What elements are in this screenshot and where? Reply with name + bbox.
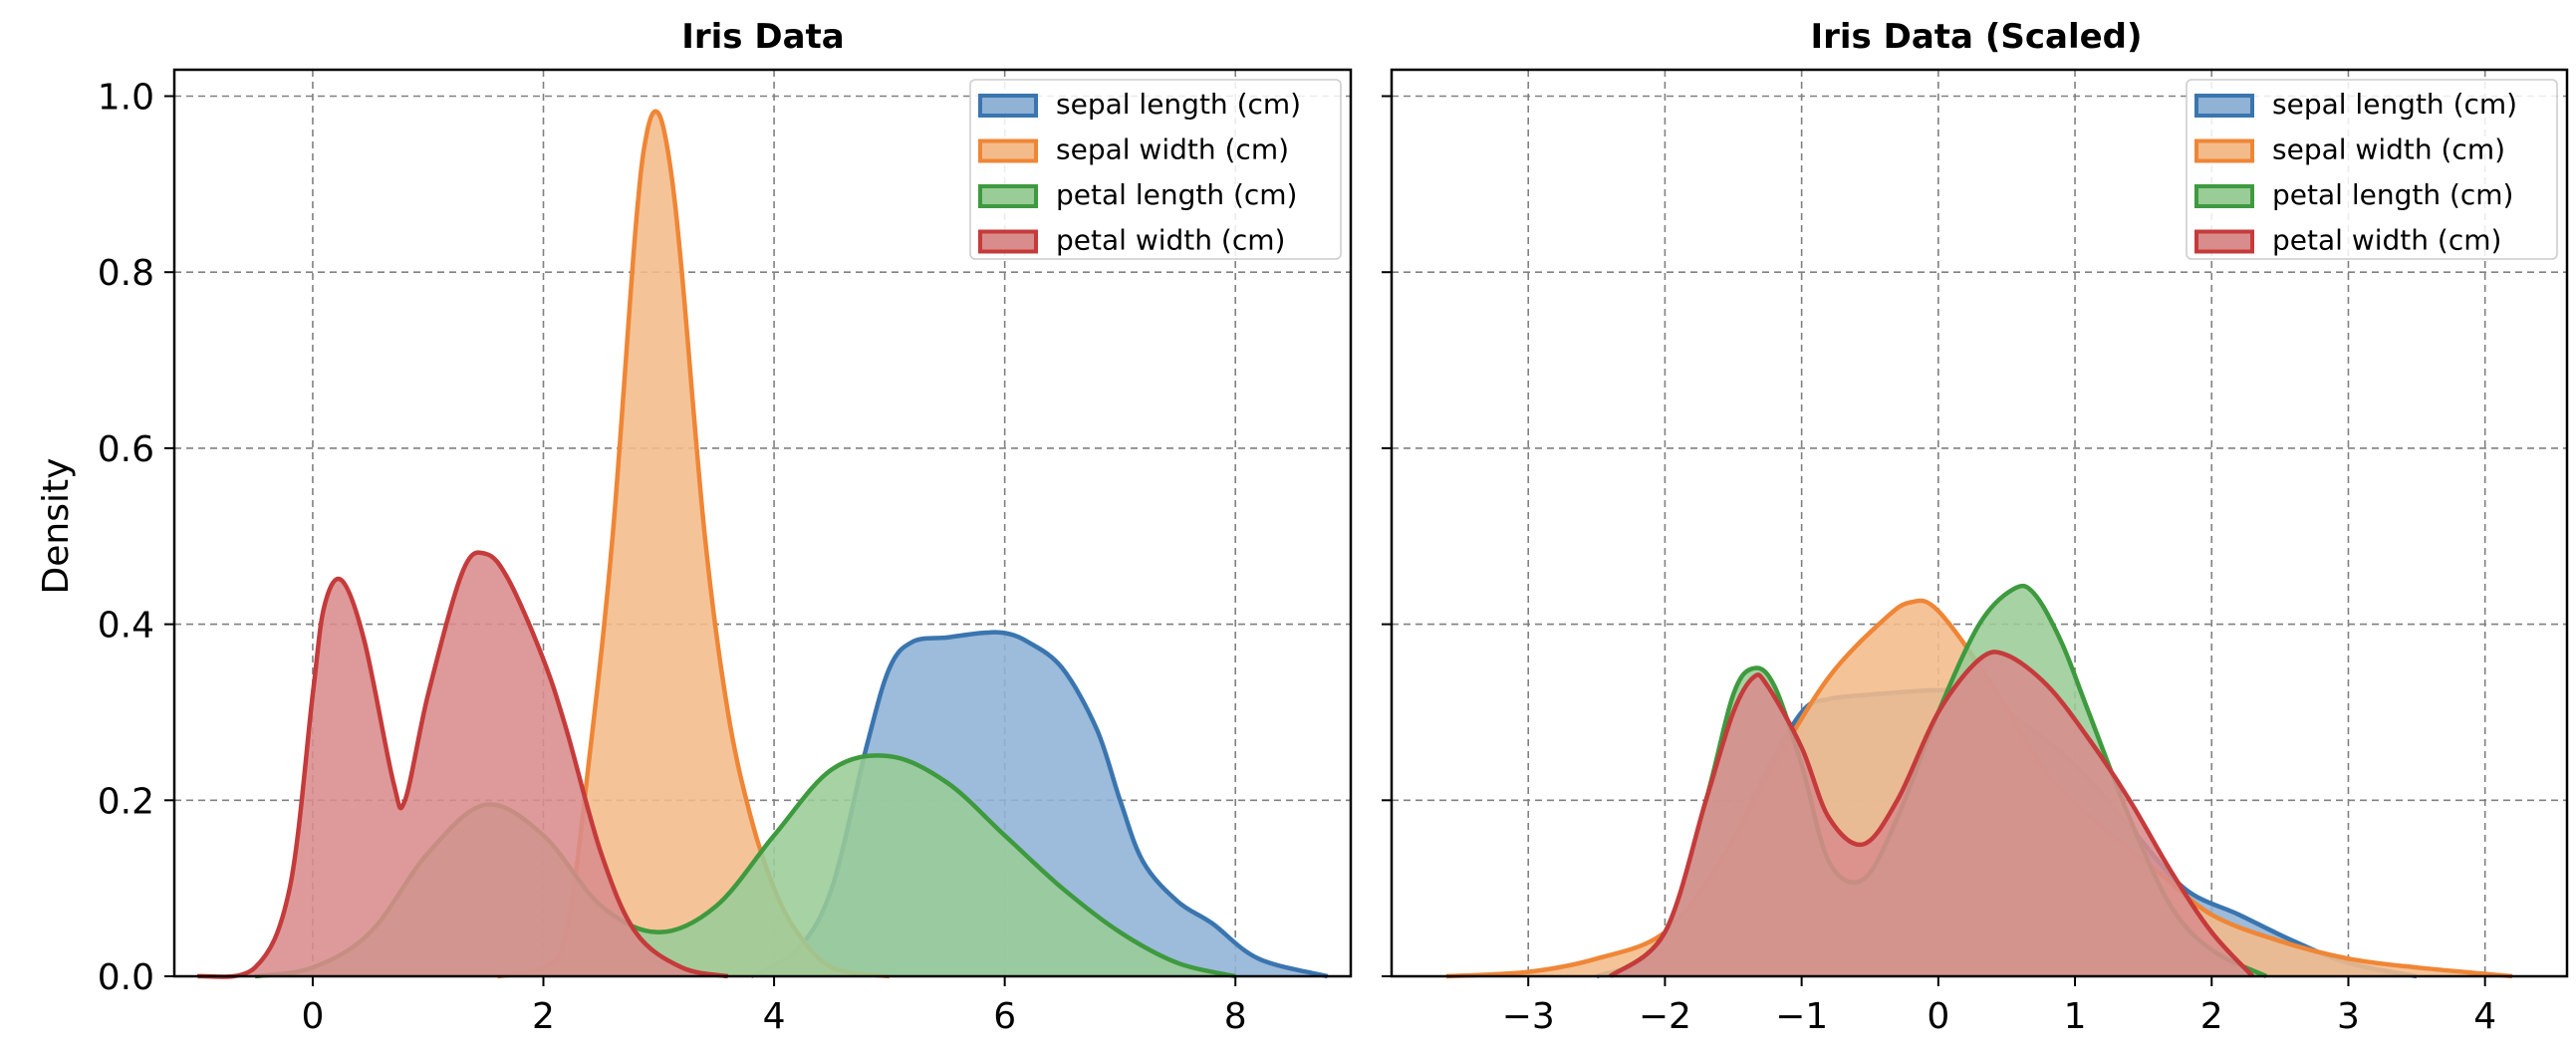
density-line-4	[196, 550, 729, 979]
right-plot-frame	[1390, 68, 2569, 978]
x-tick-label: 3	[2337, 996, 2360, 1037]
density-area-4	[197, 552, 728, 977]
right-density-areas	[1445, 583, 2513, 979]
y-tick-label: 0.4	[98, 606, 154, 647]
y-tick-label: 0.8	[98, 253, 154, 294]
legend-swatch	[978, 184, 1038, 208]
legend-swatch	[2194, 94, 2254, 118]
legend-swatch	[2194, 229, 2254, 254]
x-tick-label: −3	[1502, 996, 1555, 1037]
legend-swatch	[978, 229, 1038, 254]
left-legend: sepal length (cm) sepal width (cm) petal l…	[969, 79, 1342, 260]
right-chart-title: Iris Data (Scaled)	[1810, 17, 2142, 57]
legend-label: petal length (cm)	[1056, 178, 1297, 211]
x-tick-label: 2	[532, 996, 555, 1037]
legend-box	[969, 79, 1342, 260]
x-tick-label: 4	[763, 996, 786, 1037]
density-line-4	[1609, 650, 2255, 978]
density-area-2	[497, 111, 890, 976]
y-tick-label: 1.0	[98, 78, 154, 119]
x-tick-label: 1	[2064, 996, 2087, 1037]
left-density-areas	[196, 109, 1329, 979]
legend-label: sepal width (cm)	[2272, 133, 2505, 166]
x-tick-label: −2	[1639, 996, 1691, 1037]
x-tick-label: 2	[2200, 996, 2223, 1037]
legend-swatch	[978, 138, 1038, 163]
legend-label: sepal length (cm)	[2272, 88, 2517, 121]
x-tick-label: 8	[1224, 996, 1247, 1037]
legend-label: petal width (cm)	[2272, 224, 2501, 257]
x-tick-label: 0	[1927, 996, 1949, 1037]
y-tick-label: 0.0	[98, 957, 154, 998]
legend-swatch	[978, 94, 1038, 118]
legend-swatch	[2194, 184, 2254, 208]
legend-box	[2186, 79, 2558, 260]
right-legend: sepal length (cm) sepal width (cm) petal l…	[2186, 79, 2558, 260]
y-tick-label: 0.6	[98, 429, 154, 470]
left-plot-frame	[172, 68, 1353, 978]
density-area-4	[1610, 652, 2253, 976]
legend-label: sepal width (cm)	[1056, 133, 1289, 166]
right-axis-ticks: −3 −2 −1 0 1 2 3 4	[1382, 95, 2496, 1037]
y-axis-label: Density	[36, 458, 77, 595]
left-chart-title: Iris Data	[681, 17, 845, 57]
x-tick-label: −1	[1775, 996, 1828, 1037]
legend-label: petal length (cm)	[2272, 178, 2513, 211]
x-tick-label: 6	[993, 996, 1016, 1037]
left-axis-ticks: 0 2 4 6 8 0.0 0.2 0.4 0.6 0.8 1.0	[98, 78, 1247, 1037]
legend-label: petal width (cm)	[1056, 224, 1285, 257]
legend-label: sepal length (cm)	[1056, 88, 1301, 121]
right-chart-panel: Iris Data (Scaled) −3 −2 −1 0 1 2 3 4 sepal len…	[1382, 17, 2569, 1037]
left-chart-panel: Iris Data Density 0 2 4 6 8 0.0 0.2 0.4 0.6 0.8 1.…	[36, 17, 1353, 1037]
legend-swatch	[2194, 138, 2254, 163]
x-tick-label: 4	[2473, 996, 2496, 1037]
y-tick-label: 0.2	[98, 781, 154, 822]
x-tick-label: 0	[301, 996, 324, 1037]
